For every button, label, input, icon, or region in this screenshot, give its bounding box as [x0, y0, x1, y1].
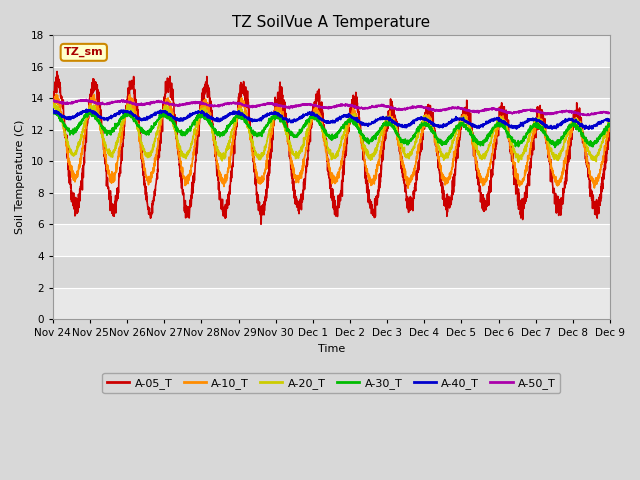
A-05_T [113, 193, 120, 199]
A-50_T [536, 109, 543, 115]
A-20_T [49, 104, 57, 110]
A-10_T [404, 185, 412, 191]
X-axis label: Time: Time [318, 344, 345, 354]
A-50_T [49, 98, 57, 104]
A-05_T [49, 91, 57, 97]
Text: TZ_sm: TZ_sm [64, 47, 104, 58]
A-10_T [606, 121, 614, 127]
Bar [53, 36, 610, 67]
A-40_T [606, 117, 614, 122]
A-20_T [263, 140, 271, 146]
A-05_T [257, 221, 265, 227]
A-50_T [287, 104, 294, 110]
Bar [53, 225, 610, 256]
A-30_T [49, 110, 57, 116]
A-30_T [596, 134, 604, 140]
Bar [53, 130, 610, 161]
A-05_T [536, 107, 543, 112]
A-05_T [596, 200, 604, 205]
Bar [53, 288, 610, 319]
A-20_T [596, 148, 604, 154]
A-20_T [287, 143, 294, 148]
A-40_T [287, 118, 294, 124]
Legend: A-05_T, A-10_T, A-20_T, A-30_T, A-40_T, A-50_T: A-05_T, A-10_T, A-20_T, A-30_T, A-40_T, … [102, 373, 561, 393]
A-20_T [113, 140, 120, 145]
A-05_T [53, 69, 61, 74]
Line: A-10_T: A-10_T [53, 95, 610, 188]
Y-axis label: Soil Temperature (C): Soil Temperature (C) [15, 120, 25, 234]
Bar [53, 98, 610, 130]
A-30_T [113, 123, 120, 129]
Title: TZ SoilVue A Temperature: TZ SoilVue A Temperature [232, 15, 431, 30]
Line: A-20_T: A-20_T [53, 103, 610, 162]
Bar [53, 67, 610, 98]
A-40_T [584, 127, 592, 132]
A-20_T [146, 151, 154, 156]
Bar [53, 193, 610, 225]
A-50_T [263, 100, 271, 106]
A-50_T [596, 110, 604, 116]
A-10_T [287, 157, 294, 163]
A-10_T [52, 92, 60, 97]
A-30_T [146, 126, 154, 132]
A-40_T [146, 115, 154, 121]
A-10_T [536, 117, 543, 123]
A-10_T [113, 168, 120, 174]
A-10_T [146, 176, 154, 182]
A-20_T [606, 119, 614, 125]
A-50_T [146, 100, 154, 106]
Bar [53, 256, 610, 288]
A-40_T [596, 121, 604, 127]
A-40_T [113, 111, 120, 117]
A-40_T [49, 106, 57, 112]
A-20_T [536, 119, 543, 124]
A-50_T [83, 96, 90, 102]
A-50_T [606, 110, 614, 116]
A-10_T [263, 166, 271, 171]
A-20_T [515, 159, 522, 165]
A-40_T [49, 107, 57, 112]
A-50_T [113, 99, 120, 105]
A-30_T [287, 130, 294, 135]
Line: A-50_T: A-50_T [53, 99, 610, 116]
A-10_T [596, 174, 604, 180]
A-05_T [287, 158, 295, 164]
A-30_T [606, 123, 614, 129]
A-30_T [49, 108, 57, 114]
A-50_T [576, 113, 584, 119]
Line: A-05_T: A-05_T [53, 72, 610, 224]
Line: A-40_T: A-40_T [53, 109, 610, 130]
A-10_T [49, 101, 57, 107]
A-40_T [263, 113, 271, 119]
A-05_T [606, 118, 614, 124]
A-05_T [146, 206, 154, 212]
A-30_T [536, 122, 543, 128]
A-30_T [551, 144, 559, 150]
A-20_T [51, 100, 59, 106]
A-05_T [263, 189, 271, 195]
A-40_T [536, 117, 543, 123]
Line: A-30_T: A-30_T [53, 111, 610, 147]
A-30_T [263, 122, 271, 128]
Bar [53, 161, 610, 193]
